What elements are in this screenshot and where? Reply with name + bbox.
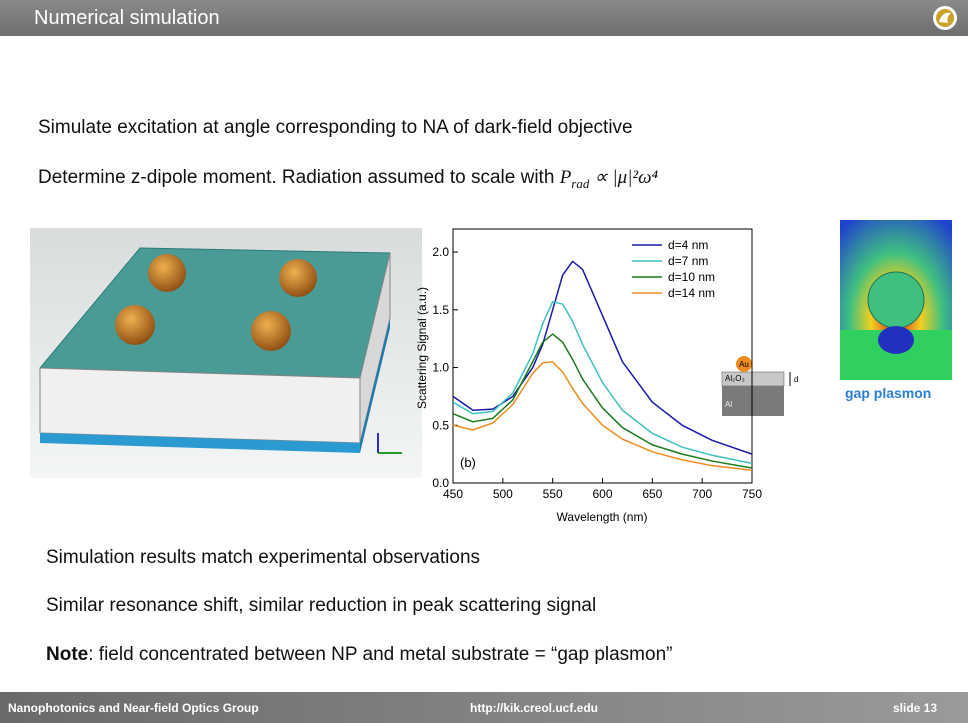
mesh-image: [30, 228, 422, 478]
legend-label: d=7 nm: [668, 254, 708, 268]
formula-main: P: [560, 167, 572, 188]
header-bar: Numerical simulation: [0, 0, 968, 36]
series-line: [453, 302, 752, 464]
y-tick-label: 1.0: [432, 361, 449, 375]
x-tick-label: 650: [642, 487, 662, 501]
inset: Au Al₂O₃ d Al: [722, 356, 798, 416]
y-axis-label: Scattering Signal (a.u.): [415, 287, 429, 409]
y-tick-label: 1.5: [432, 303, 449, 317]
slide-title: Numerical simulation: [34, 7, 220, 30]
x-tick-label: 500: [493, 487, 513, 501]
inset-label: Al: [725, 400, 732, 409]
footer-right: slide 13: [893, 701, 937, 715]
inset-label: Al₂O₃: [725, 374, 745, 383]
chart: Scattering Signal (a.u.) Wavelength (nm)…: [400, 215, 820, 535]
legend-label: d=4 nm: [668, 238, 708, 252]
bullet-text: Similar resonance shift, similar reducti…: [46, 595, 596, 617]
legend-label: d=14 nm: [668, 286, 715, 300]
x-tick-label: 550: [543, 487, 563, 501]
note-label: Note: [46, 644, 88, 665]
x-axis-label: Wavelength (nm): [557, 510, 648, 524]
x-tick-label: 700: [692, 487, 712, 501]
y-tick-label: 0.5: [432, 418, 449, 432]
footer-left: Nanophotonics and Near-field Optics Grou…: [8, 701, 259, 715]
inset-label: Au: [739, 360, 749, 369]
bullet-text: Simulate excitation at angle correspondi…: [38, 117, 633, 139]
x-tick-label: 450: [443, 487, 463, 501]
footer-bar: Nanophotonics and Near-field Optics Grou…: [0, 692, 968, 723]
y-tick-label: 2.0: [432, 245, 449, 259]
bullet-text: Simulation results match experimental ob…: [46, 547, 480, 569]
series-line: [453, 334, 752, 468]
formula: Prad ∝ |μ|²ω⁴: [560, 167, 658, 188]
bullet-text: Determine z-dipole moment. Radiation ass…: [38, 166, 658, 192]
logo: [932, 5, 958, 31]
legend-label: d=10 nm: [668, 270, 715, 284]
image-caption: gap plasmon: [845, 385, 931, 401]
x-tick-label: 600: [592, 487, 612, 501]
field-image: [840, 220, 952, 380]
note-text: : field concentrated between NP and meta…: [88, 644, 672, 665]
footer-center: http://kik.creol.ucf.edu: [470, 701, 598, 715]
bullet-text: Note: field concentrated between NP and …: [46, 644, 672, 666]
bullet-text: Determine z-dipole moment. Radiation ass…: [38, 167, 554, 188]
inset-label: d: [794, 375, 798, 384]
formula-sub: rad: [571, 176, 589, 191]
annotation: (b): [460, 455, 476, 470]
slide: Numerical simulation Simulate excitation…: [0, 0, 968, 723]
x-tick-label: 750: [742, 487, 762, 501]
formula-tail: ∝ |μ|²ω⁴: [594, 167, 658, 188]
